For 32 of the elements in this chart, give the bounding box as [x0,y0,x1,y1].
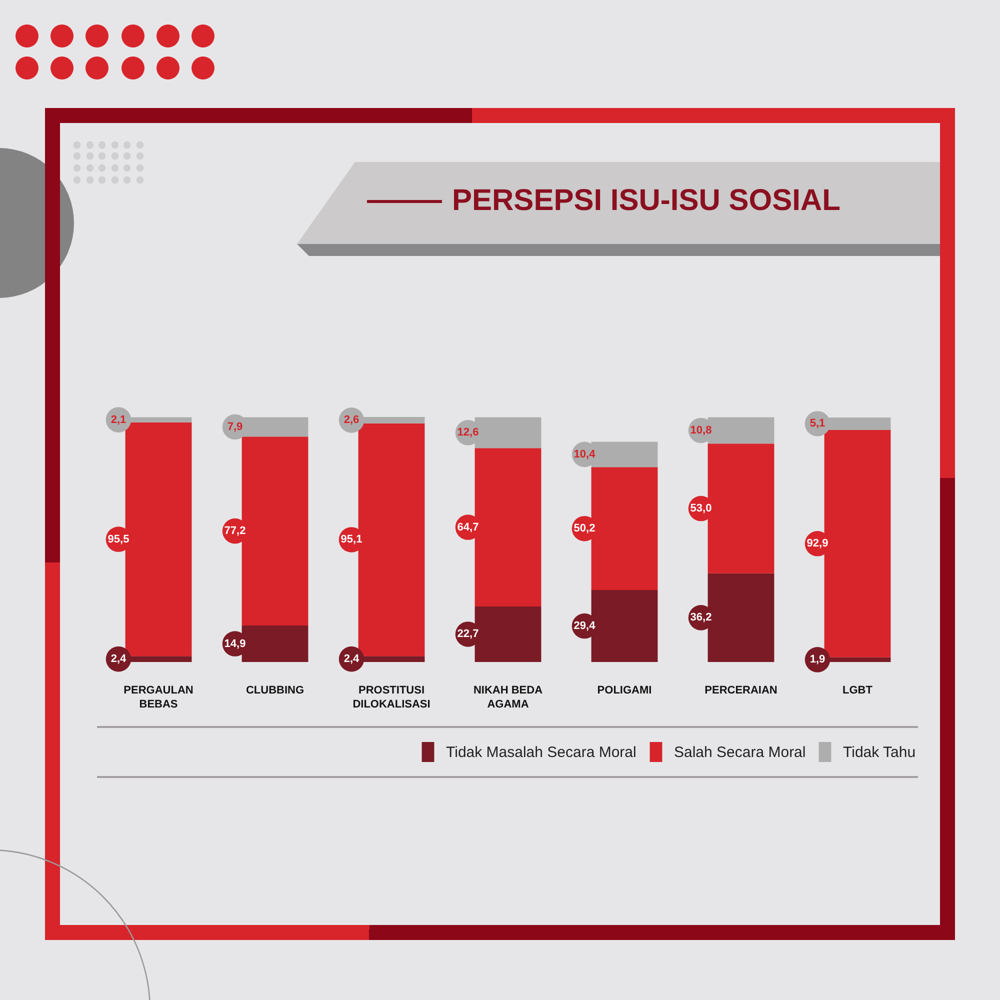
data-label: 50,2 [574,522,596,535]
data-label: 64,7 [457,521,479,534]
data-label: 12,6 [457,426,479,439]
data-label: 95,1 [340,534,362,546]
data-label: 77,2 [224,525,246,538]
data-label: 92,9 [806,538,828,550]
data-label: 29,4 [574,620,596,632]
legend-label: Salah Secara Moral [674,744,806,761]
data-label: 2,6 [344,414,360,426]
legend-label: Tidak Tahu [843,744,916,761]
data-label: 14,9 [224,638,246,650]
chart-title: PERSEPSI ISU-ISU SOSIAL [452,184,840,218]
x-tick-label: CLUBBING [246,684,304,696]
data-label: 2,1 [110,414,126,426]
data-label: 95,5 [108,533,130,546]
data-label: 1,9 [810,654,826,666]
data-label: 53,0 [690,502,712,515]
data-label: 5,1 [810,418,826,430]
data-label: 10,4 [574,448,596,460]
x-tick-label: PROSTITUSI DILOKALISASI [352,684,430,710]
x-tick-label: PERGAULAN BEBAS [124,684,194,710]
data-label: 2,4 [344,653,360,666]
x-tick-label: NIKAH BEDA AGAMA [473,684,543,710]
data-label: 36,2 [690,612,712,624]
data-label: 22,7 [457,628,479,640]
data-label: 10,8 [690,424,712,436]
data-label: 7,9 [227,420,243,433]
legend-label: Tidak Masalah Secara Moral [446,744,636,761]
x-tick-label: LGBT [842,684,873,696]
x-tick-label: PERCERAIAN [704,684,778,696]
x-tick-label: POLIGAMI [597,684,652,696]
data-label: 2,4 [110,653,128,666]
